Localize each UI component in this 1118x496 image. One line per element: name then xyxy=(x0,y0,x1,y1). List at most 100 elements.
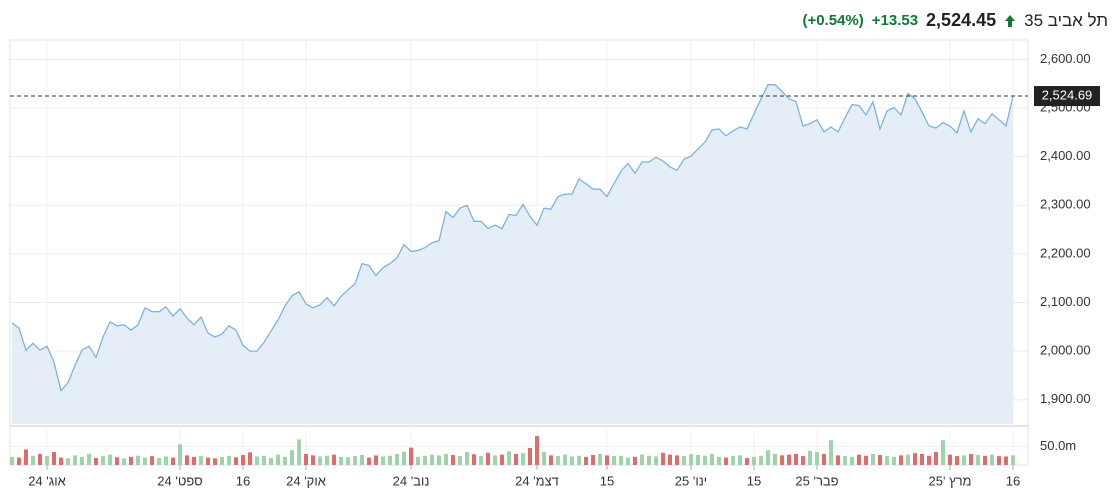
y-tick-label: 50.0m xyxy=(1040,438,1076,453)
volume-bar xyxy=(1004,456,1008,465)
volume-bar xyxy=(339,456,343,465)
x-tick-label: נוב' 24 xyxy=(393,473,430,488)
volume-bar xyxy=(514,453,518,465)
volume-bar xyxy=(563,454,567,465)
volume-bar xyxy=(143,457,147,465)
volume-bar xyxy=(570,456,574,465)
volume-bar xyxy=(542,452,546,465)
volume-bar xyxy=(598,453,602,465)
price-line xyxy=(11,84,1014,392)
volume-bar xyxy=(941,440,945,465)
y-tick-label: 2,100.00 xyxy=(1040,294,1091,309)
volume-bar xyxy=(381,456,385,465)
volume-bar xyxy=(507,451,511,465)
volume-bar xyxy=(234,457,238,465)
volume-bar xyxy=(276,454,280,465)
volume-bar xyxy=(556,456,560,465)
volume-bar xyxy=(248,452,252,465)
volume-bar xyxy=(206,457,210,465)
volume-bar xyxy=(227,456,231,465)
volume-bar xyxy=(409,447,413,465)
volume-bar xyxy=(759,455,763,465)
volume-bar xyxy=(703,455,707,465)
volume-bar xyxy=(444,453,448,465)
change: +13.53 xyxy=(871,12,919,29)
x-tick-label: 16 xyxy=(236,473,250,488)
volume-bar xyxy=(353,456,357,465)
volume-bar xyxy=(885,456,889,465)
volume-bar xyxy=(38,453,42,465)
volume-bar xyxy=(738,455,742,465)
volume-bar xyxy=(451,455,455,465)
volume-bar xyxy=(185,455,189,465)
volume-bar xyxy=(906,454,910,465)
title: תל אביב 35 xyxy=(1024,10,1108,30)
volume-bar xyxy=(94,457,98,465)
plot-frame xyxy=(9,39,1029,466)
volume-bar xyxy=(661,452,665,465)
volume-bar xyxy=(717,456,721,465)
x-tick-label: מרץ '25 xyxy=(929,473,972,488)
volume-bar xyxy=(17,457,21,465)
volume-bar xyxy=(255,456,259,465)
volume-bar xyxy=(80,456,84,465)
volume-bar xyxy=(745,457,749,465)
volume-bar xyxy=(983,455,987,465)
volume-bar xyxy=(857,454,861,465)
volume-bar xyxy=(780,455,784,465)
volume-bar xyxy=(318,456,322,465)
volume-bar xyxy=(472,454,476,465)
y-tick-label: 2,200.00 xyxy=(1040,245,1091,260)
volume-bar xyxy=(297,439,301,465)
volume-bar xyxy=(430,454,434,465)
volume-bar xyxy=(192,456,196,465)
volume-bar xyxy=(1011,455,1015,465)
volume-bar xyxy=(794,453,798,465)
price: 2,524.45 xyxy=(926,10,997,30)
volume-bar xyxy=(24,449,28,465)
volume-bar xyxy=(213,458,217,465)
volume-bar xyxy=(829,440,833,465)
x-tick-label: אוג' 24 xyxy=(28,473,66,488)
volume-bar xyxy=(374,455,378,465)
volume-bar xyxy=(612,456,616,465)
volume-bar xyxy=(290,450,294,465)
x-tick-label: 15 xyxy=(600,473,614,488)
volume-bar xyxy=(283,456,287,465)
volume-bar xyxy=(199,456,203,465)
volume-bar xyxy=(668,454,672,465)
volume-bar xyxy=(577,455,581,465)
volume-bar xyxy=(129,456,133,465)
volume-bar xyxy=(241,455,245,465)
volume-bar xyxy=(836,455,840,465)
volume-bar xyxy=(549,455,553,465)
volume-bar xyxy=(682,456,686,465)
volume-bar xyxy=(864,455,868,465)
x-tick-label: פבר' 25 xyxy=(795,473,838,488)
volume-bar xyxy=(346,457,350,465)
y-tick-label: 1,900.00 xyxy=(1040,391,1091,406)
volume-bar xyxy=(325,455,329,465)
volume-bar xyxy=(115,457,119,465)
volume-bar xyxy=(584,456,588,465)
volume-bar xyxy=(136,455,140,465)
volume-bar xyxy=(59,457,63,465)
volume-bar xyxy=(367,457,371,465)
volume-bar xyxy=(731,456,735,465)
y-tick-label: 2,400.00 xyxy=(1040,148,1091,163)
volume-bar xyxy=(465,452,469,465)
volume-bar xyxy=(808,450,812,465)
volume-bar xyxy=(626,457,630,465)
volume-bar xyxy=(87,453,91,465)
current-price-label: 2,524.69 xyxy=(1042,87,1093,102)
x-tick-label: 16 xyxy=(1006,473,1020,488)
x-tick-label: ינו' 25 xyxy=(675,473,707,488)
volume-bar xyxy=(304,453,308,465)
volume-bar xyxy=(164,456,168,465)
volume-bar xyxy=(458,456,462,465)
volume-bar xyxy=(948,454,952,465)
volume-bar xyxy=(878,455,882,465)
volume-bar xyxy=(591,455,595,465)
